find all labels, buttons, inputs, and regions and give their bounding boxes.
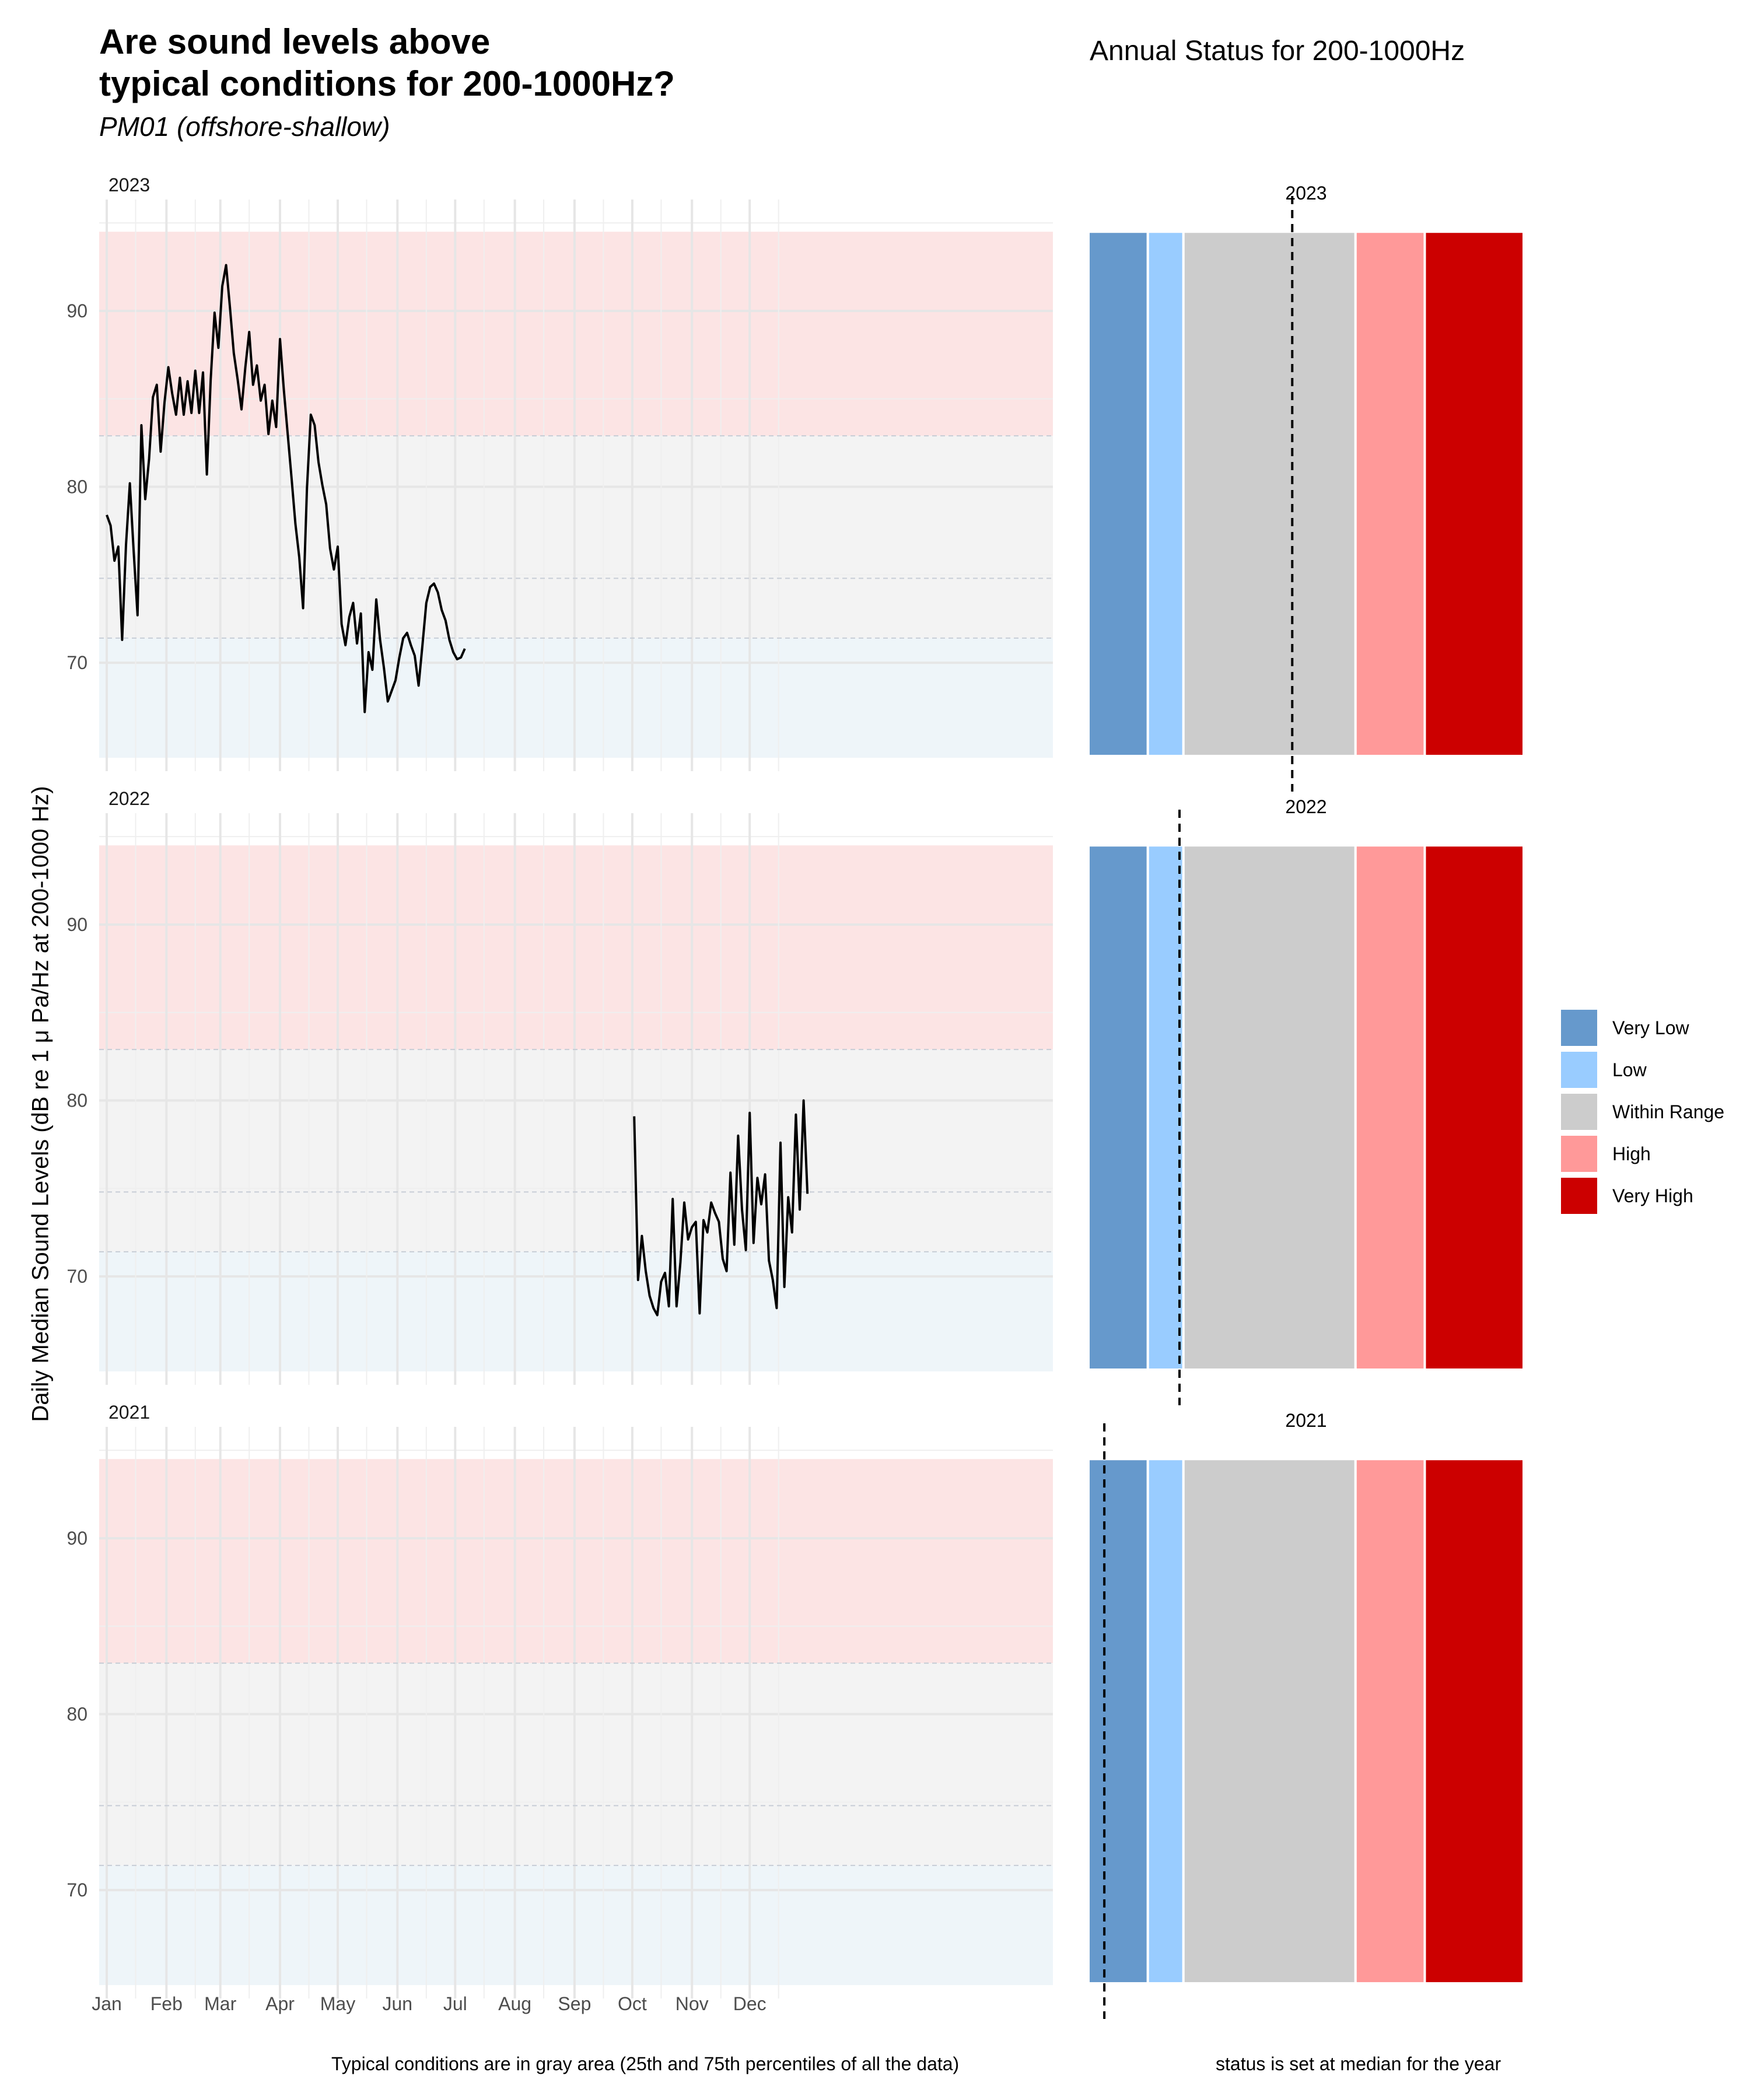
- status-bar-within-range-2022: [1182, 844, 1357, 1371]
- y-tick-label-2021-90: 90: [66, 1528, 88, 1549]
- band-high-2022: [99, 845, 1053, 1050]
- y-tick-label-2021-70: 70: [66, 1880, 88, 1901]
- y-tick-label-2023-90: 90: [66, 300, 88, 321]
- facet-label-2022: 2022: [108, 788, 150, 809]
- legend-item-very-high: Very High: [1561, 1175, 1724, 1217]
- legend-item-very-low: Very Low: [1561, 1007, 1724, 1049]
- status-bar-very-high-2021: [1423, 1458, 1525, 1985]
- chart-subtitle: PM01 (offshore-shallow): [99, 111, 390, 142]
- status-bar-within-range-2021: [1182, 1458, 1357, 1985]
- legend-swatch-low: [1561, 1052, 1597, 1088]
- x-tick-label-jun: Jun: [383, 1993, 413, 2014]
- caption-left: Typical conditions are in gray area (25t…: [331, 2053, 960, 2074]
- caption-right: status is set at median for the year: [1216, 2053, 1502, 2074]
- y-tick-label-2022-70: 70: [66, 1266, 88, 1287]
- status-bar-high-2021: [1354, 1458, 1426, 1985]
- legend-item-high: High: [1561, 1133, 1724, 1175]
- legend-swatch-very-low: [1561, 1010, 1597, 1046]
- status-bar-within-range-2023: [1182, 230, 1357, 757]
- chart-title-line1: Are sound levels above: [99, 22, 491, 61]
- legend-label-very-low: Very Low: [1612, 1017, 1689, 1038]
- x-tick-label-feb: Feb: [150, 1993, 183, 2014]
- band-typical-2023: [99, 436, 1053, 638]
- legend-item-low: Low: [1561, 1049, 1724, 1091]
- legend-swatch-very-high: [1561, 1178, 1597, 1214]
- sound-level-line-2022: [633, 1099, 809, 1317]
- x-tick-label-may: May: [320, 1993, 355, 2014]
- band-typical-2021: [99, 1663, 1053, 1866]
- x-tick-label-apr: Apr: [265, 1993, 295, 2014]
- status-bar-very-high-2022: [1423, 844, 1525, 1371]
- sound-level-line-2023: [106, 264, 466, 713]
- status-bar-very-high-2023: [1423, 230, 1525, 757]
- y-tick-label-2021-80: 80: [66, 1704, 88, 1725]
- y-tick-label-2023-80: 80: [66, 477, 88, 498]
- legend-label-low: Low: [1612, 1059, 1647, 1080]
- band-high-2021: [99, 1459, 1053, 1664]
- legend-label-very-high: Very High: [1612, 1185, 1693, 1206]
- status-panel-title: Annual Status for 200-1000Hz: [1090, 36, 1465, 66]
- chart-title-line2: typical conditions for 200-1000Hz?: [99, 64, 675, 103]
- x-tick-label-nov: Nov: [676, 1993, 709, 2014]
- band-low-2021: [99, 1865, 1053, 1985]
- band-low-2023: [99, 638, 1053, 758]
- facet-label-2021: 2021: [108, 1402, 150, 1423]
- status-facet-label-2022: 2022: [1285, 796, 1326, 817]
- band-high-2023: [99, 232, 1053, 436]
- x-tick-label-jan: Jan: [92, 1993, 122, 2014]
- band-typical-2022: [99, 1049, 1053, 1252]
- legend-item-within-range: Within Range: [1561, 1091, 1724, 1133]
- status-facet-label-2021: 2021: [1285, 1410, 1326, 1431]
- status-bar-very-low-2023: [1087, 230, 1149, 757]
- legend-label-within-range: Within Range: [1612, 1101, 1725, 1122]
- status-bar-low-2023: [1146, 230, 1185, 757]
- band-low-2022: [99, 1251, 1053, 1371]
- x-tick-label-sep: Sep: [558, 1993, 591, 2014]
- status-bar-high-2022: [1354, 844, 1426, 1371]
- x-tick-label-dec: Dec: [733, 1993, 766, 2014]
- legend-swatch-high: [1561, 1136, 1597, 1172]
- y-tick-label-2022-90: 90: [66, 914, 88, 935]
- legend-label-high: High: [1612, 1143, 1651, 1164]
- x-tick-label-aug: Aug: [498, 1993, 531, 2014]
- chart-title: Are sound levels above typical condition…: [99, 21, 974, 105]
- status-facet-label-2023: 2023: [1285, 183, 1326, 204]
- facet-label-2023: 2023: [108, 174, 150, 195]
- legend: Very Low Low Within Range High Very High: [1561, 1007, 1724, 1217]
- x-tick-label-mar: Mar: [204, 1993, 236, 2014]
- status-bar-low-2021: [1146, 1458, 1185, 1985]
- legend-swatch-within-range: [1561, 1094, 1597, 1130]
- status-bar-low-2022: [1146, 844, 1185, 1371]
- status-bar-very-low-2022: [1087, 844, 1149, 1371]
- x-tick-label-oct: Oct: [618, 1993, 647, 2014]
- status-bar-high-2023: [1354, 230, 1426, 757]
- status-bar-very-low-2021: [1087, 1458, 1149, 1985]
- y-tick-label-2023-70: 70: [66, 652, 88, 673]
- x-tick-label-jul: Jul: [443, 1993, 467, 2014]
- y-tick-label-2022-80: 80: [66, 1090, 88, 1111]
